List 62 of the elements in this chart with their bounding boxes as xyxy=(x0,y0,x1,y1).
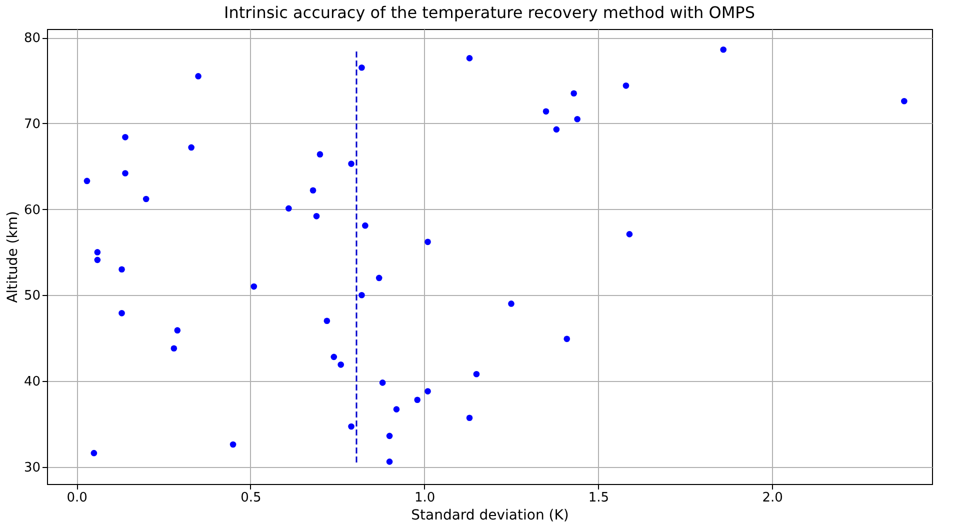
point xyxy=(195,73,202,80)
point xyxy=(362,222,368,229)
point xyxy=(316,151,324,158)
point xyxy=(570,90,577,97)
point xyxy=(84,178,90,184)
chart-title: Intrinsic accuracy of the temperature recovery method with OMPS xyxy=(224,3,755,22)
y-tick-label: 40 xyxy=(24,374,40,390)
point xyxy=(310,187,316,194)
point xyxy=(626,231,633,238)
point xyxy=(286,205,292,212)
x-tick-label: 0.0 xyxy=(66,490,88,506)
point xyxy=(330,354,338,360)
point xyxy=(508,300,514,307)
x-axis-title: Standard deviation (K) xyxy=(411,508,569,524)
point xyxy=(901,98,908,104)
y-axis-title: Altitude (km) xyxy=(4,211,21,303)
y-tick-label: 50 xyxy=(24,288,40,304)
point xyxy=(348,423,354,430)
point xyxy=(386,432,393,440)
y-tick-label: 30 xyxy=(24,460,40,476)
point xyxy=(414,396,421,404)
point xyxy=(466,414,473,422)
x-tick-label: 1.0 xyxy=(414,490,436,506)
point xyxy=(358,64,365,71)
point xyxy=(174,327,181,334)
point xyxy=(720,46,727,53)
point xyxy=(466,55,473,62)
point xyxy=(564,336,570,342)
point xyxy=(122,134,128,140)
point xyxy=(553,126,560,133)
point xyxy=(313,212,320,220)
point xyxy=(90,450,98,456)
point xyxy=(358,292,365,298)
point xyxy=(188,144,194,151)
point xyxy=(122,170,128,176)
y-tick-label: 70 xyxy=(24,116,40,132)
x-tick-label: 1.5 xyxy=(588,490,610,506)
point xyxy=(622,82,630,89)
point xyxy=(338,362,344,368)
point xyxy=(386,458,393,465)
point xyxy=(94,249,101,256)
point xyxy=(424,388,431,394)
point xyxy=(574,116,580,122)
point xyxy=(250,283,258,290)
point xyxy=(118,310,125,316)
point xyxy=(94,256,101,264)
point xyxy=(230,441,236,448)
y-tick-label: 60 xyxy=(24,202,40,218)
point xyxy=(379,380,386,386)
point xyxy=(542,108,550,115)
point xyxy=(142,196,150,202)
point xyxy=(473,370,480,378)
y-tick-label: 80 xyxy=(24,31,40,46)
point xyxy=(118,266,125,273)
x-tick-label: 0.5 xyxy=(240,490,262,506)
point xyxy=(324,318,330,324)
point xyxy=(170,345,178,352)
x-tick-label: 2.0 xyxy=(762,490,783,506)
point xyxy=(393,406,400,412)
point xyxy=(348,160,354,167)
point xyxy=(376,274,382,282)
point xyxy=(424,238,431,246)
